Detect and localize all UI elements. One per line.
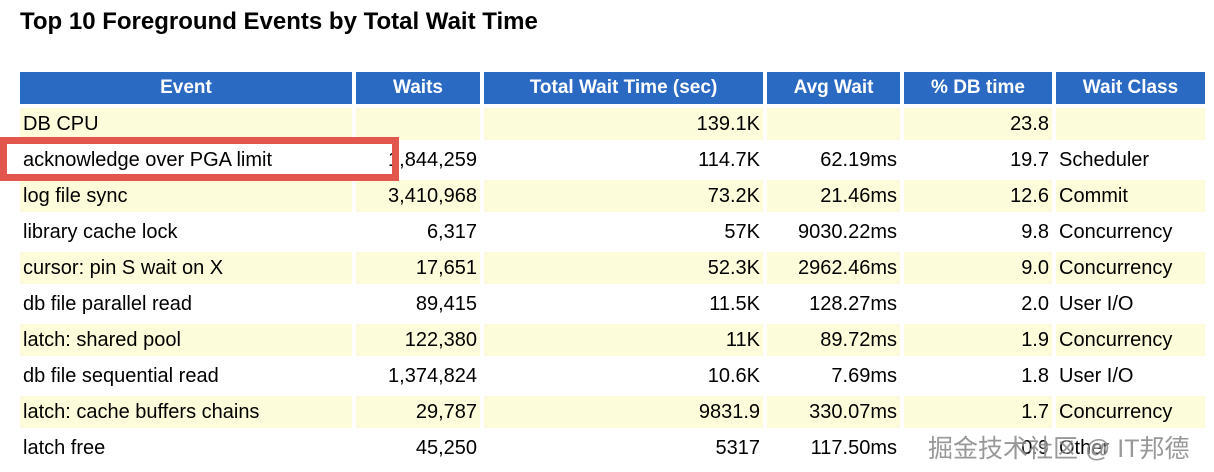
table-row: log file sync 3,410,968 73.2K 21.46ms 12.6 Co… bbox=[20, 180, 1205, 212]
avg-wait-cell: 330.07ms bbox=[767, 396, 900, 428]
wait-class-cell: Concurrency bbox=[1056, 324, 1205, 356]
total-wait-cell: 57K bbox=[484, 216, 763, 248]
event-cell: db file parallel read bbox=[20, 288, 352, 320]
avg-wait-cell: 62.19ms bbox=[767, 144, 900, 176]
avg-wait-cell: 117.50ms bbox=[767, 432, 900, 464]
wait-class-cell: Concurrency bbox=[1056, 252, 1205, 284]
column-header-avg-wait: Avg Wait bbox=[767, 72, 900, 104]
column-header-total-wait: Total Wait Time (sec) bbox=[484, 72, 763, 104]
wait-class-cell: User I/O bbox=[1056, 360, 1205, 392]
avg-wait-cell bbox=[767, 108, 900, 140]
wait-class-cell: Commit bbox=[1056, 180, 1205, 212]
column-header-waits: Waits bbox=[356, 72, 480, 104]
total-wait-cell: 139.1K bbox=[484, 108, 763, 140]
waits-cell: 6,317 bbox=[356, 216, 480, 248]
total-wait-cell: 52.3K bbox=[484, 252, 763, 284]
pct-db-time-cell: 0.9 bbox=[904, 432, 1052, 464]
waits-cell: 29,787 bbox=[356, 396, 480, 428]
total-wait-cell: 11K bbox=[484, 324, 763, 356]
avg-wait-cell: 21.46ms bbox=[767, 180, 900, 212]
table-row: db file parallel read 89,415 11.5K 128.27ms… bbox=[20, 288, 1205, 320]
event-cell: cursor: pin S wait on X bbox=[20, 252, 352, 284]
pct-db-time-cell: 12.6 bbox=[904, 180, 1052, 212]
avg-wait-cell: 2962.46ms bbox=[767, 252, 900, 284]
waits-cell: 17,651 bbox=[356, 252, 480, 284]
event-cell: latch free bbox=[20, 432, 352, 464]
avg-wait-cell: 89.72ms bbox=[767, 324, 900, 356]
total-wait-cell: 73.2K bbox=[484, 180, 763, 212]
waits-cell: 3,410,968 bbox=[356, 180, 480, 212]
event-cell: library cache lock bbox=[20, 216, 352, 248]
table-row: db file sequential read 1,374,824 10.6K 7.6… bbox=[20, 360, 1205, 392]
pct-db-time-cell: 9.0 bbox=[904, 252, 1052, 284]
waits-cell: 122,380 bbox=[356, 324, 480, 356]
event-cell: log file sync bbox=[20, 180, 352, 212]
waits-cell: 1,374,824 bbox=[356, 360, 480, 392]
event-cell: DB CPU bbox=[20, 108, 352, 140]
column-header-event: Event bbox=[20, 72, 352, 104]
event-cell: acknowledge over PGA limit bbox=[20, 144, 352, 176]
avg-wait-cell: 7.69ms bbox=[767, 360, 900, 392]
pct-db-time-cell: 1.8 bbox=[904, 360, 1052, 392]
avg-wait-cell: 9030.22ms bbox=[767, 216, 900, 248]
event-cell: db file sequential read bbox=[20, 360, 352, 392]
total-wait-cell: 10.6K bbox=[484, 360, 763, 392]
total-wait-cell: 114.7K bbox=[484, 144, 763, 176]
pct-db-time-cell: 19.7 bbox=[904, 144, 1052, 176]
table-row: DB CPU 139.1K 23.8 bbox=[20, 108, 1205, 140]
table-header-row: Event Waits Total Wait Time (sec) Avg Wa… bbox=[20, 72, 1205, 104]
total-wait-cell: 11.5K bbox=[484, 288, 763, 320]
wait-class-cell: Concurrency bbox=[1056, 396, 1205, 428]
wait-class-cell: Concurrency bbox=[1056, 216, 1205, 248]
table-row: library cache lock 6,317 57K 9030.22ms 9.8 Co… bbox=[20, 216, 1205, 248]
page-title: Top 10 Foreground Events by Total Wait T… bbox=[20, 8, 538, 35]
event-cell: latch: cache buffers chains bbox=[20, 396, 352, 428]
avg-wait-cell: 128.27ms bbox=[767, 288, 900, 320]
wait-events-table: Event Waits Total Wait Time (sec) Avg Wa… bbox=[16, 68, 1209, 468]
wait-class-cell bbox=[1056, 108, 1205, 140]
waits-cell: 1,844,259 bbox=[356, 144, 480, 176]
waits-cell: 89,415 bbox=[356, 288, 480, 320]
pct-db-time-cell: 9.8 bbox=[904, 216, 1052, 248]
wait-class-cell: Scheduler bbox=[1056, 144, 1205, 176]
table-body: DB CPU 139.1K 23.8 acknowledge over PGA lim… bbox=[20, 108, 1205, 464]
waits-cell bbox=[356, 108, 480, 140]
column-header-pct-db-time: % DB time bbox=[904, 72, 1052, 104]
table-row: latch: shared pool 122,380 11K 89.72ms 1.9 Co… bbox=[20, 324, 1205, 356]
waits-cell: 45,250 bbox=[356, 432, 480, 464]
table-row: cursor: pin S wait on X 17,651 52.3K 2962.4… bbox=[20, 252, 1205, 284]
pct-db-time-cell: 1.7 bbox=[904, 396, 1052, 428]
table-row: acknowledge over PGA limit 1,844,259 114.7… bbox=[20, 144, 1205, 176]
total-wait-cell: 5317 bbox=[484, 432, 763, 464]
pct-db-time-cell: 23.8 bbox=[904, 108, 1052, 140]
event-cell: latch: shared pool bbox=[20, 324, 352, 356]
table-row: latch free 45,250 5317 117.50ms 0.9 Other bbox=[20, 432, 1205, 464]
column-header-wait-class: Wait Class bbox=[1056, 72, 1205, 104]
table-row: latch: cache buffers chains 29,787 9831.9 3… bbox=[20, 396, 1205, 428]
total-wait-cell: 9831.9 bbox=[484, 396, 763, 428]
wait-class-cell: User I/O bbox=[1056, 288, 1205, 320]
wait-class-cell: Other bbox=[1056, 432, 1205, 464]
pct-db-time-cell: 2.0 bbox=[904, 288, 1052, 320]
pct-db-time-cell: 1.9 bbox=[904, 324, 1052, 356]
